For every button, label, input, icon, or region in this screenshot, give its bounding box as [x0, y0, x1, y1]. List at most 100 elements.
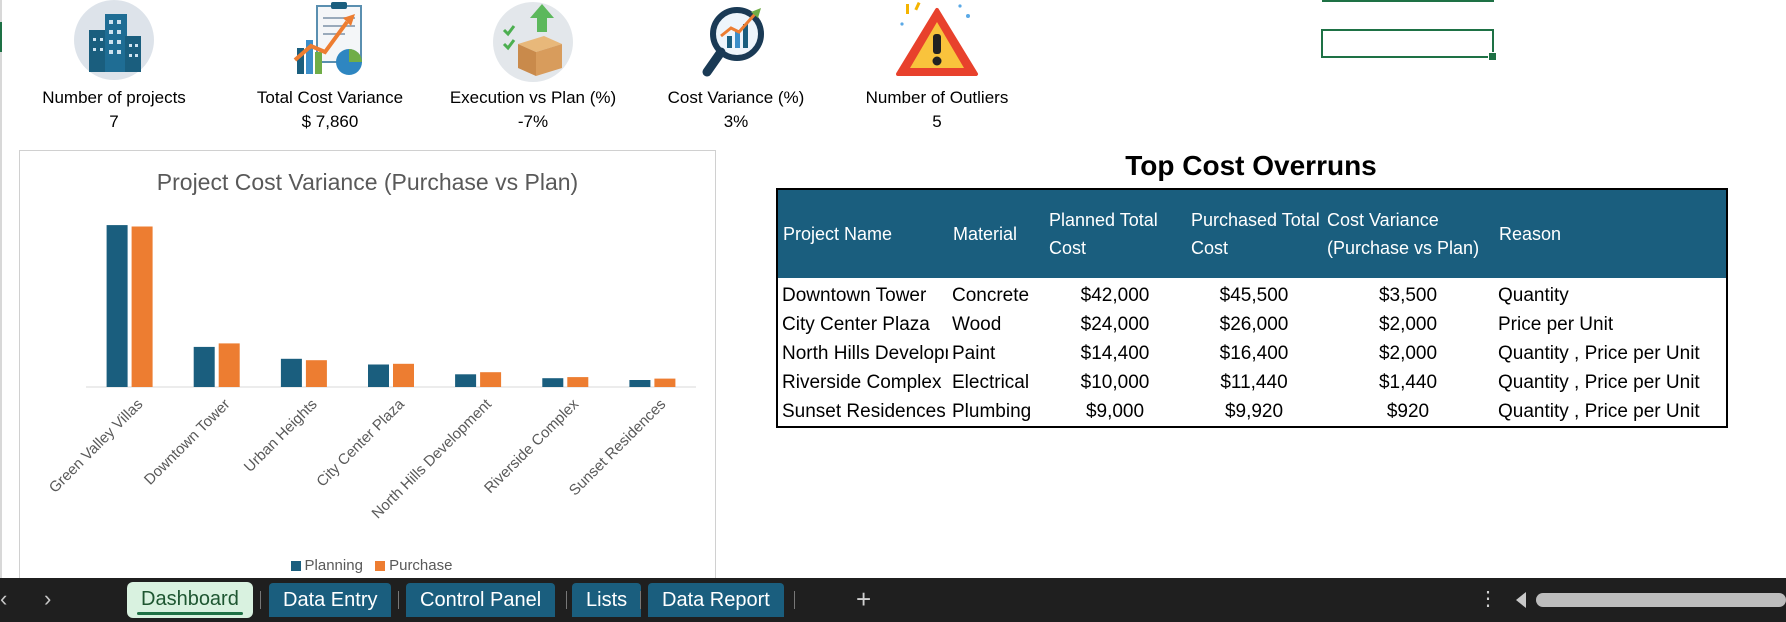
box-upload-icon: [493, 2, 573, 82]
cell-material[interactable]: Electrical: [952, 372, 1030, 393]
table-row: Downtown Tower Concrete $42,000 $45,500 $3,5…: [778, 281, 1726, 310]
fill-handle[interactable]: [1488, 52, 1497, 61]
cell-material[interactable]: Plumbing: [952, 401, 1032, 422]
chart-title: Project Cost Variance (Purchase vs Plan): [156, 169, 579, 195]
legend-swatch-purchase: [375, 561, 386, 572]
active-column-marker: [1322, 0, 1494, 2]
add-sheet-button[interactable]: +: [856, 584, 872, 614]
kpi-label: Number of Outliers: [865, 88, 1009, 107]
kpi-number-of-outliers: Number of Outliers 5: [837, 0, 1037, 132]
bar-purchase-2[interactable]: [305, 360, 327, 387]
cell-planned-total-cost[interactable]: $14,400: [1080, 343, 1150, 364]
kpi-label: Number of projects: [42, 88, 186, 107]
cell-project-name[interactable]: City Center Plaza: [782, 314, 930, 335]
active-row-marker: [0, 22, 2, 52]
cell-reason[interactable]: Price per Unit: [1498, 314, 1614, 335]
bar-planning-4[interactable]: [455, 374, 477, 387]
sheet-tab-bar: ‹ › Dashboard Data Entry Control Panel L…: [0, 578, 1786, 622]
more-options-icon[interactable]: ⋮: [1478, 588, 1498, 610]
legend-label-planning: Planning: [304, 557, 363, 574]
next-sheet-button[interactable]: ›: [44, 586, 52, 611]
header-purchased-total-cost: Purchased Total Cost: [1191, 210, 1320, 258]
bar-planning-0[interactable]: [106, 225, 128, 387]
kpi-label: Cost Variance (%): [667, 88, 805, 107]
cell-project-name[interactable]: North Hills Development: [782, 343, 948, 364]
legend-swatch-planning: [290, 561, 301, 572]
kpi-value: 7: [109, 112, 119, 131]
bar-purchase-6[interactable]: [654, 378, 676, 387]
row-edge: [0, 0, 2, 578]
cell-purchased-total-cost[interactable]: $16,400: [1219, 343, 1289, 364]
warning-icon: [896, 1, 978, 76]
kpi-value: -7%: [517, 112, 549, 131]
cell-cost-variance[interactable]: $2,000: [1378, 314, 1438, 335]
cell-cost-variance[interactable]: $3,500: [1378, 285, 1438, 306]
header-project-name: Project Name: [783, 224, 893, 244]
worksheet-area[interactable]: Number of projects 7 Total Cost Variance…: [0, 0, 1786, 580]
cell-purchased-total-cost[interactable]: $26,000: [1219, 314, 1289, 335]
kpi-total-cost-variance: Total Cost Variance $ 7,860: [230, 0, 430, 132]
bar-planning-3[interactable]: [368, 364, 389, 388]
bar-purchase-3[interactable]: [393, 363, 414, 387]
cell-project-name[interactable]: Downtown Tower: [782, 285, 927, 306]
x-tick-label: City Center Plaza: [313, 395, 408, 490]
kpi-label: Execution vs Plan (%): [449, 88, 617, 107]
tab-lists[interactable]: Lists: [572, 583, 642, 617]
cell-purchased-total-cost[interactable]: $45,500: [1219, 285, 1289, 306]
cell-cost-variance[interactable]: $1,440: [1378, 372, 1438, 393]
tab-control-panel[interactable]: Control Panel: [406, 583, 556, 617]
cell-planned-total-cost[interactable]: $9,000: [1085, 401, 1145, 422]
tab-separator: [794, 591, 795, 609]
x-tick-label: Downtown Tower: [141, 396, 234, 489]
cost-variance-chart[interactable]: Project Cost Variance (Purchase vs Plan)…: [19, 150, 716, 580]
chart-report-icon: [293, 2, 362, 75]
table-body: Downtown Tower Concrete $42,000 $45,500 $3,5…: [778, 281, 1726, 426]
kpi-label: Total Cost Variance: [256, 88, 404, 107]
bar-purchase-0[interactable]: [131, 226, 153, 388]
chart-legend: Planning Purchase: [20, 557, 715, 574]
header-material: Material: [953, 224, 1018, 244]
table-row: City Center Plaza Wood $24,000 $26,000 $2,00…: [778, 310, 1726, 339]
x-tick-label: Green Valley Villas: [46, 396, 147, 497]
bar-planning-5[interactable]: [542, 378, 564, 387]
bar-planning-1[interactable]: [193, 346, 215, 387]
cell-purchased-total-cost[interactable]: $11,440: [1220, 372, 1288, 393]
legend-label-purchase: Purchase: [389, 557, 453, 574]
cell-material[interactable]: Concrete: [952, 285, 1030, 306]
cell-project-name[interactable]: Riverside Complex: [782, 372, 942, 393]
horizontal-scrollbar-thumb[interactable]: [1536, 593, 1786, 607]
header-cost-variance: Cost Variance (Purchase vs Plan): [1327, 210, 1480, 258]
cell-purchased-total-cost[interactable]: $9,920: [1224, 401, 1284, 422]
cell-planned-total-cost[interactable]: $10,000: [1080, 372, 1150, 393]
prev-sheet-button[interactable]: ‹: [0, 586, 8, 611]
cell-material[interactable]: Wood: [952, 314, 1002, 335]
table-row: North Hills DevelopmentPaint $14,400 $16,4…: [778, 339, 1726, 368]
bar-purchase-5[interactable]: [567, 377, 589, 387]
cell-cost-variance[interactable]: $920: [1386, 401, 1430, 422]
bar-planning-6[interactable]: [629, 380, 651, 387]
kpi-execution-vs-plan: Execution vs Plan (%) -7%: [433, 0, 633, 132]
bar-purchase-4[interactable]: [480, 372, 502, 387]
cell-project-name[interactable]: Sunset Residences: [782, 401, 946, 422]
bar-planning-2[interactable]: [280, 358, 302, 387]
top-cost-overruns-table: Project Name Material Planned Total Cost…: [776, 188, 1728, 428]
cell-cost-variance[interactable]: $2,000: [1378, 343, 1438, 364]
tab-dashboard[interactable]: Dashboard: [127, 582, 253, 618]
selected-cell[interactable]: [1321, 29, 1497, 61]
cell-planned-total-cost[interactable]: $24,000: [1080, 314, 1150, 335]
tab-data-entry[interactable]: Data Entry: [269, 583, 392, 617]
bar-purchase-1[interactable]: [218, 343, 240, 387]
cell-material[interactable]: Paint: [952, 343, 996, 364]
cell-reason[interactable]: Quantity , Price per Unit: [1498, 372, 1700, 393]
tab-data-report[interactable]: Data Report: [648, 583, 784, 617]
tab-separator: [260, 591, 261, 609]
scroll-left-icon[interactable]: [1516, 592, 1526, 608]
cell-reason[interactable]: Quantity: [1498, 285, 1569, 306]
x-tick-label: Sunset Residences: [566, 396, 669, 499]
table-header: Project Name Material Planned Total Cost…: [778, 190, 1726, 278]
header-planned-total-cost: Planned Total Cost: [1049, 210, 1158, 258]
cell-reason[interactable]: Quantity , Price per Unit: [1498, 343, 1700, 364]
cell-planned-total-cost[interactable]: $42,000: [1080, 285, 1150, 306]
cell-reason[interactable]: Quantity , Price per Unit: [1498, 401, 1700, 422]
